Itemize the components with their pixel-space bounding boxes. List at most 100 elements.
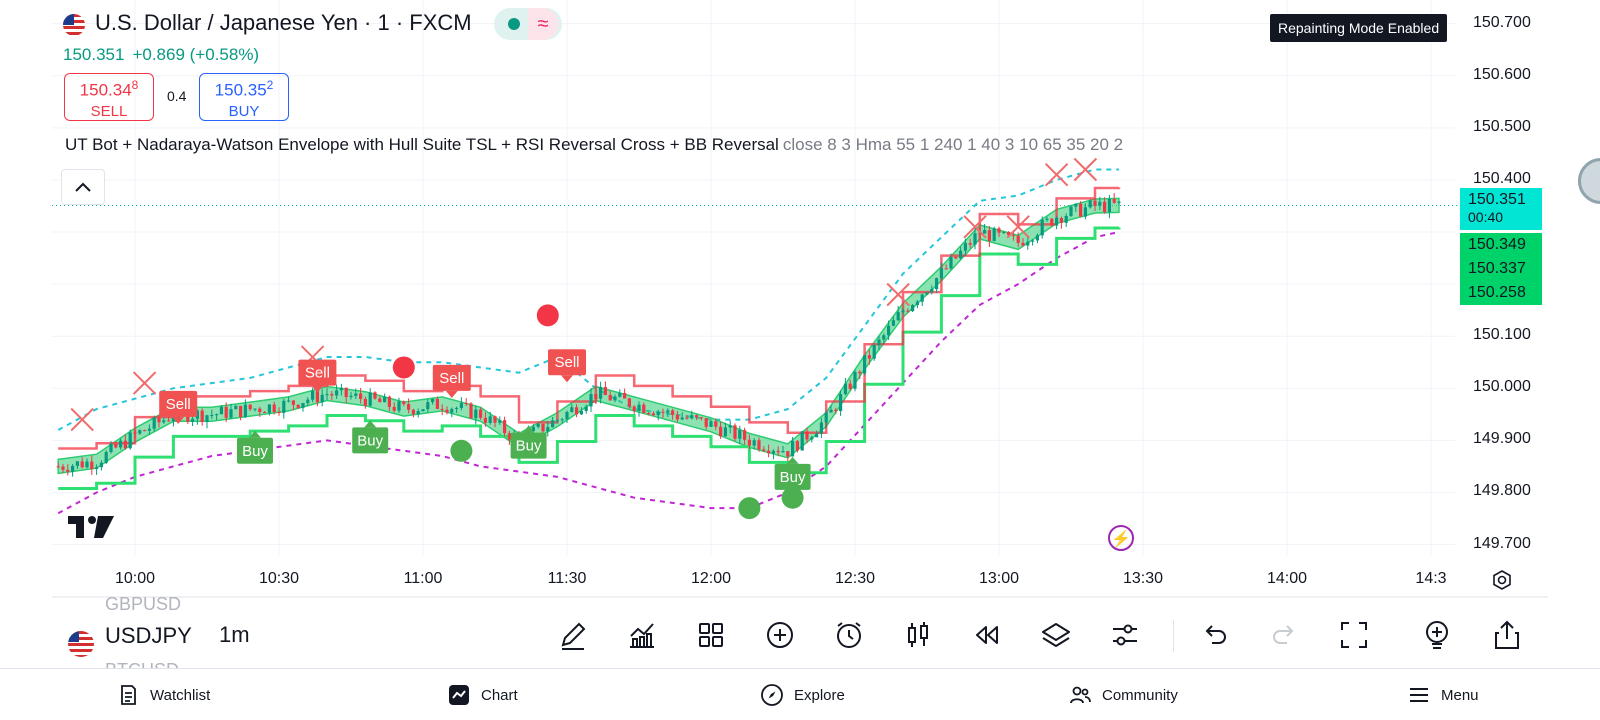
candle (541, 423, 545, 434)
symbol-title[interactable]: U.S. Dollar / Japanese Yen · 1 · FXCM (95, 10, 472, 35)
time-axis-label: 11:30 (547, 570, 587, 587)
indicator-legend[interactable]: UT Bot + Nadaraya-Watson Envelope with H… (65, 135, 1123, 155)
candle (75, 460, 79, 469)
candle (90, 455, 94, 475)
market-status-pill[interactable]: ≈ (494, 8, 562, 40)
candle (435, 396, 439, 410)
candle (776, 446, 780, 457)
chart-settings-icon[interactable] (1490, 568, 1514, 597)
candle (983, 223, 987, 234)
candle (968, 239, 972, 249)
candle (973, 227, 977, 250)
candle (1079, 201, 1083, 218)
symbol-prev[interactable]: GBPUSD (105, 594, 182, 614)
candle (267, 404, 271, 416)
candle (335, 384, 339, 399)
price-axis-label: 150.600 (1473, 65, 1531, 83)
candle (575, 404, 579, 418)
candle (219, 405, 223, 415)
bottom-toolbar (0, 600, 1600, 668)
signal-text: Buy (516, 438, 542, 455)
sell-button[interactable]: 150.348 SELL (64, 73, 154, 121)
time-axis-label: 12:30 (834, 570, 876, 587)
candle (416, 408, 420, 418)
candle (546, 421, 550, 437)
nav-label: Watchlist (150, 686, 211, 704)
undo-icon[interactable] (1198, 618, 1232, 652)
compass-icon (761, 684, 783, 706)
price-change: +0.869 (+0.58%) (132, 45, 260, 64)
layers-icon[interactable] (1039, 618, 1073, 652)
layout-grid-icon[interactable] (694, 618, 728, 652)
chart-icon (449, 685, 469, 705)
candle (877, 336, 881, 351)
price-axis-label: 150.700 (1473, 13, 1531, 31)
candle (935, 277, 939, 293)
candle (397, 397, 401, 414)
candles-icon[interactable] (901, 618, 935, 652)
candle (623, 388, 627, 399)
buy-button[interactable]: 150.352 BUY (199, 73, 289, 121)
candle (695, 414, 699, 421)
price-readout: 150.351 +0.869 (+0.58%) (63, 45, 259, 65)
candle (411, 408, 415, 418)
candle (728, 420, 732, 434)
candle (834, 407, 838, 415)
nav-explore[interactable]: Explore (760, 678, 845, 712)
chart-area[interactable]: Sell Buy Sell Buy Sell Buy Sell Buy (0, 0, 1600, 600)
wave-icon: ≈ (528, 8, 558, 40)
settings-sliders-icon[interactable] (1108, 618, 1142, 652)
share-icon[interactable] (1490, 618, 1524, 652)
price-chart[interactable]: Sell Buy Sell Buy Sell Buy Sell Buy (0, 0, 1600, 600)
time-axis-label: 11:00 (403, 570, 443, 587)
candle (291, 400, 295, 411)
time-axis-label: 14:3 (1415, 570, 1447, 587)
pencil-icon[interactable] (556, 618, 590, 652)
candle (104, 450, 108, 464)
candle (757, 437, 761, 452)
candle (431, 398, 435, 405)
add-icon[interactable] (763, 618, 797, 652)
candle (440, 404, 444, 416)
reversal-cross-mark (132, 371, 157, 395)
candle (1069, 205, 1073, 217)
nav-community[interactable]: Community (1068, 678, 1178, 712)
timeframe-selector[interactable]: 1m (219, 622, 250, 647)
symbol-selector[interactable]: USDJPY (105, 623, 192, 648)
candle (306, 397, 310, 407)
candle (627, 397, 631, 409)
candle (469, 402, 473, 420)
collapse-legend-button[interactable] (61, 169, 105, 205)
candle (503, 416, 507, 437)
alarm-icon[interactable] (832, 618, 866, 652)
idea-icon[interactable] (1420, 618, 1454, 652)
indicators-icon[interactable] (625, 618, 659, 652)
nav-menu[interactable]: Menu (1407, 678, 1479, 712)
fullscreen-icon[interactable] (1337, 618, 1371, 652)
buy-signal-label: Buy (510, 425, 547, 459)
price-axis-label: 149.800 (1473, 482, 1531, 500)
tradingview-logo-icon (68, 516, 114, 545)
nav-watchlist[interactable]: Watchlist (116, 678, 210, 712)
candle (939, 262, 943, 281)
candle (709, 419, 713, 428)
candle (248, 404, 252, 411)
lightning-icon[interactable]: ⚡ (1108, 525, 1134, 551)
nav-chart[interactable]: Chart (447, 678, 518, 712)
candle (507, 430, 511, 445)
candle (829, 405, 833, 413)
symbol-next[interactable]: BTCUSD (105, 660, 179, 668)
replay-icon[interactable] (970, 618, 1004, 652)
candle (373, 391, 377, 400)
chevron-up-icon (75, 182, 91, 192)
candle (1093, 198, 1097, 211)
candle (570, 404, 574, 413)
candle (743, 427, 747, 445)
candle (1064, 213, 1068, 227)
candle (1107, 194, 1111, 219)
candle (642, 402, 646, 414)
candle (311, 387, 315, 403)
candle (685, 414, 689, 420)
candle (800, 431, 804, 451)
signal-text: Sell (305, 365, 330, 382)
